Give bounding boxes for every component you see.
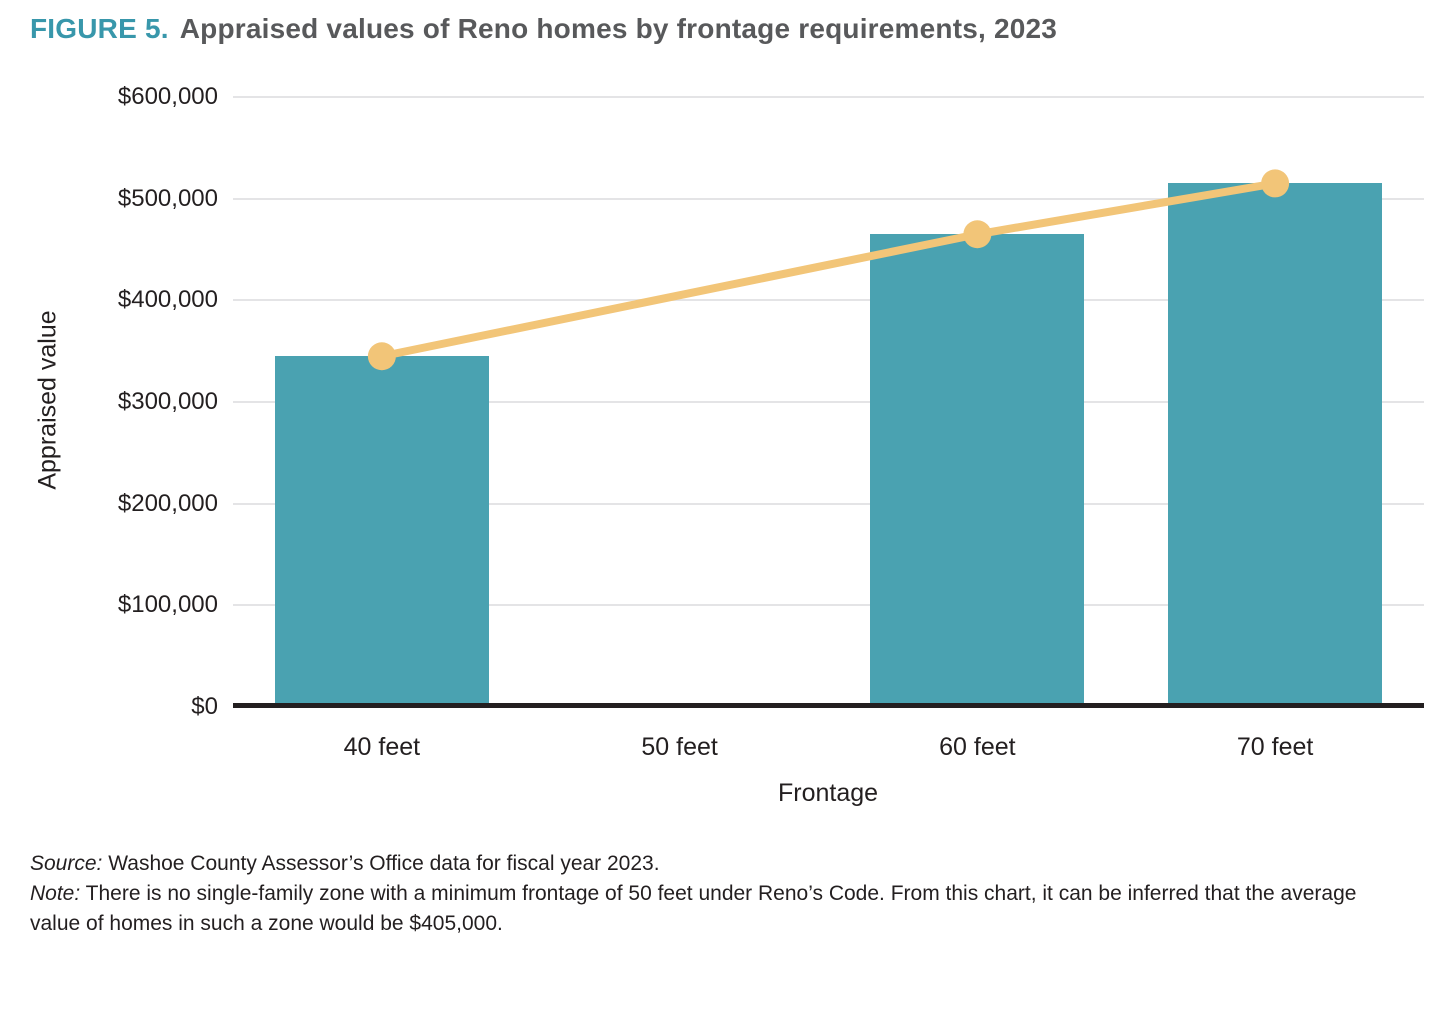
note-label: Note:	[30, 882, 81, 905]
x-tick-label: 40 feet	[343, 733, 421, 761]
x-tick-label: 70 feet	[1236, 733, 1314, 761]
source-text: Washoe County Assessor’s Office data for…	[108, 852, 660, 875]
figure-title-text: Appraised values of Reno homes by fronta…	[179, 13, 1058, 44]
source-line: Source: Washoe County Assessor’s Office …	[30, 849, 1402, 879]
trend-line	[381, 179, 1276, 361]
gridline	[233, 96, 1424, 98]
x-tick-label: 60 feet	[939, 733, 1016, 761]
x-tick-label: 50 feet	[641, 733, 718, 761]
gridline	[233, 604, 1424, 607]
gridline	[233, 401, 1424, 403]
y-tick-label: $600,000	[117, 83, 218, 110]
y-tick-label: $400,000	[117, 286, 218, 314]
note-line: Note: There is no single-family zone wit…	[30, 879, 1402, 939]
x-axis-label: Frontage	[777, 779, 879, 807]
figure-number: FIGURE 5.	[30, 13, 169, 44]
figure-title: FIGURE 5. Appraised values of Reno homes …	[30, 13, 1057, 45]
source-label: Source:	[30, 852, 103, 875]
y-tick-label: $0	[191, 693, 218, 720]
y-tick-label: $500,000	[117, 184, 218, 212]
y-tick-label: $200,000	[117, 489, 218, 517]
bar-60-feet	[870, 234, 1085, 707]
gridline	[233, 502, 1424, 505]
x-axis-line	[233, 703, 1424, 708]
y-tick-label: $100,000	[117, 591, 218, 619]
footnotes: Source: Washoe County Assessor’s Office …	[30, 849, 1402, 939]
bar-40-feet	[274, 356, 489, 707]
bar-70-feet	[1168, 183, 1383, 707]
note-text: There is no single-family zone with a mi…	[30, 882, 1357, 935]
y-tick-label: $300,000	[117, 388, 218, 415]
chart-plot-area: Appraised value Frontage $0 $100,000 $200,…	[34, 83, 1424, 807]
